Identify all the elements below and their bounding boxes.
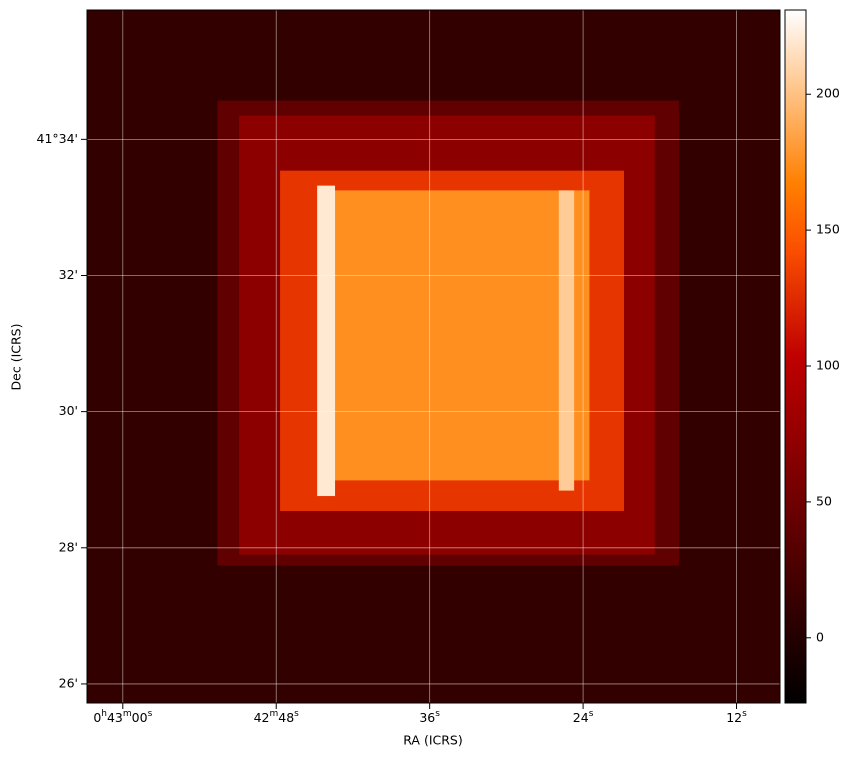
y-tick-label: 26': [59, 675, 78, 690]
colorbar-tick-label: 50: [816, 493, 832, 508]
image: [87, 10, 780, 703]
colorbar-tick-label: 150: [816, 222, 840, 237]
x-tick-label: 0h43m00s: [93, 709, 152, 725]
image-region: [558, 190, 575, 491]
y-tick-label: 41°34': [37, 131, 79, 146]
y-axis-label: Dec (ICRS): [9, 324, 24, 391]
colorbar: [784, 9, 807, 704]
colorbar-tick-label: 100: [816, 358, 840, 373]
colorbar-tick-label: 200: [816, 86, 840, 101]
colorbar-tick-label: 0: [816, 629, 824, 644]
plot-frame: [86, 9, 781, 704]
y-tick-label: 30': [59, 403, 78, 418]
image-region: [319, 190, 590, 481]
y-tick-label: 32': [59, 267, 78, 282]
x-tick-label: 36s: [419, 709, 440, 725]
x-axis-label: RA (ICRS): [403, 733, 463, 748]
x-tick-label: 12s: [726, 709, 747, 725]
image-region: [317, 185, 336, 497]
x-tick-label: 42m48s: [254, 709, 300, 725]
y-tick-label: 28': [59, 539, 78, 554]
x-tick-label: 24s: [573, 709, 594, 725]
